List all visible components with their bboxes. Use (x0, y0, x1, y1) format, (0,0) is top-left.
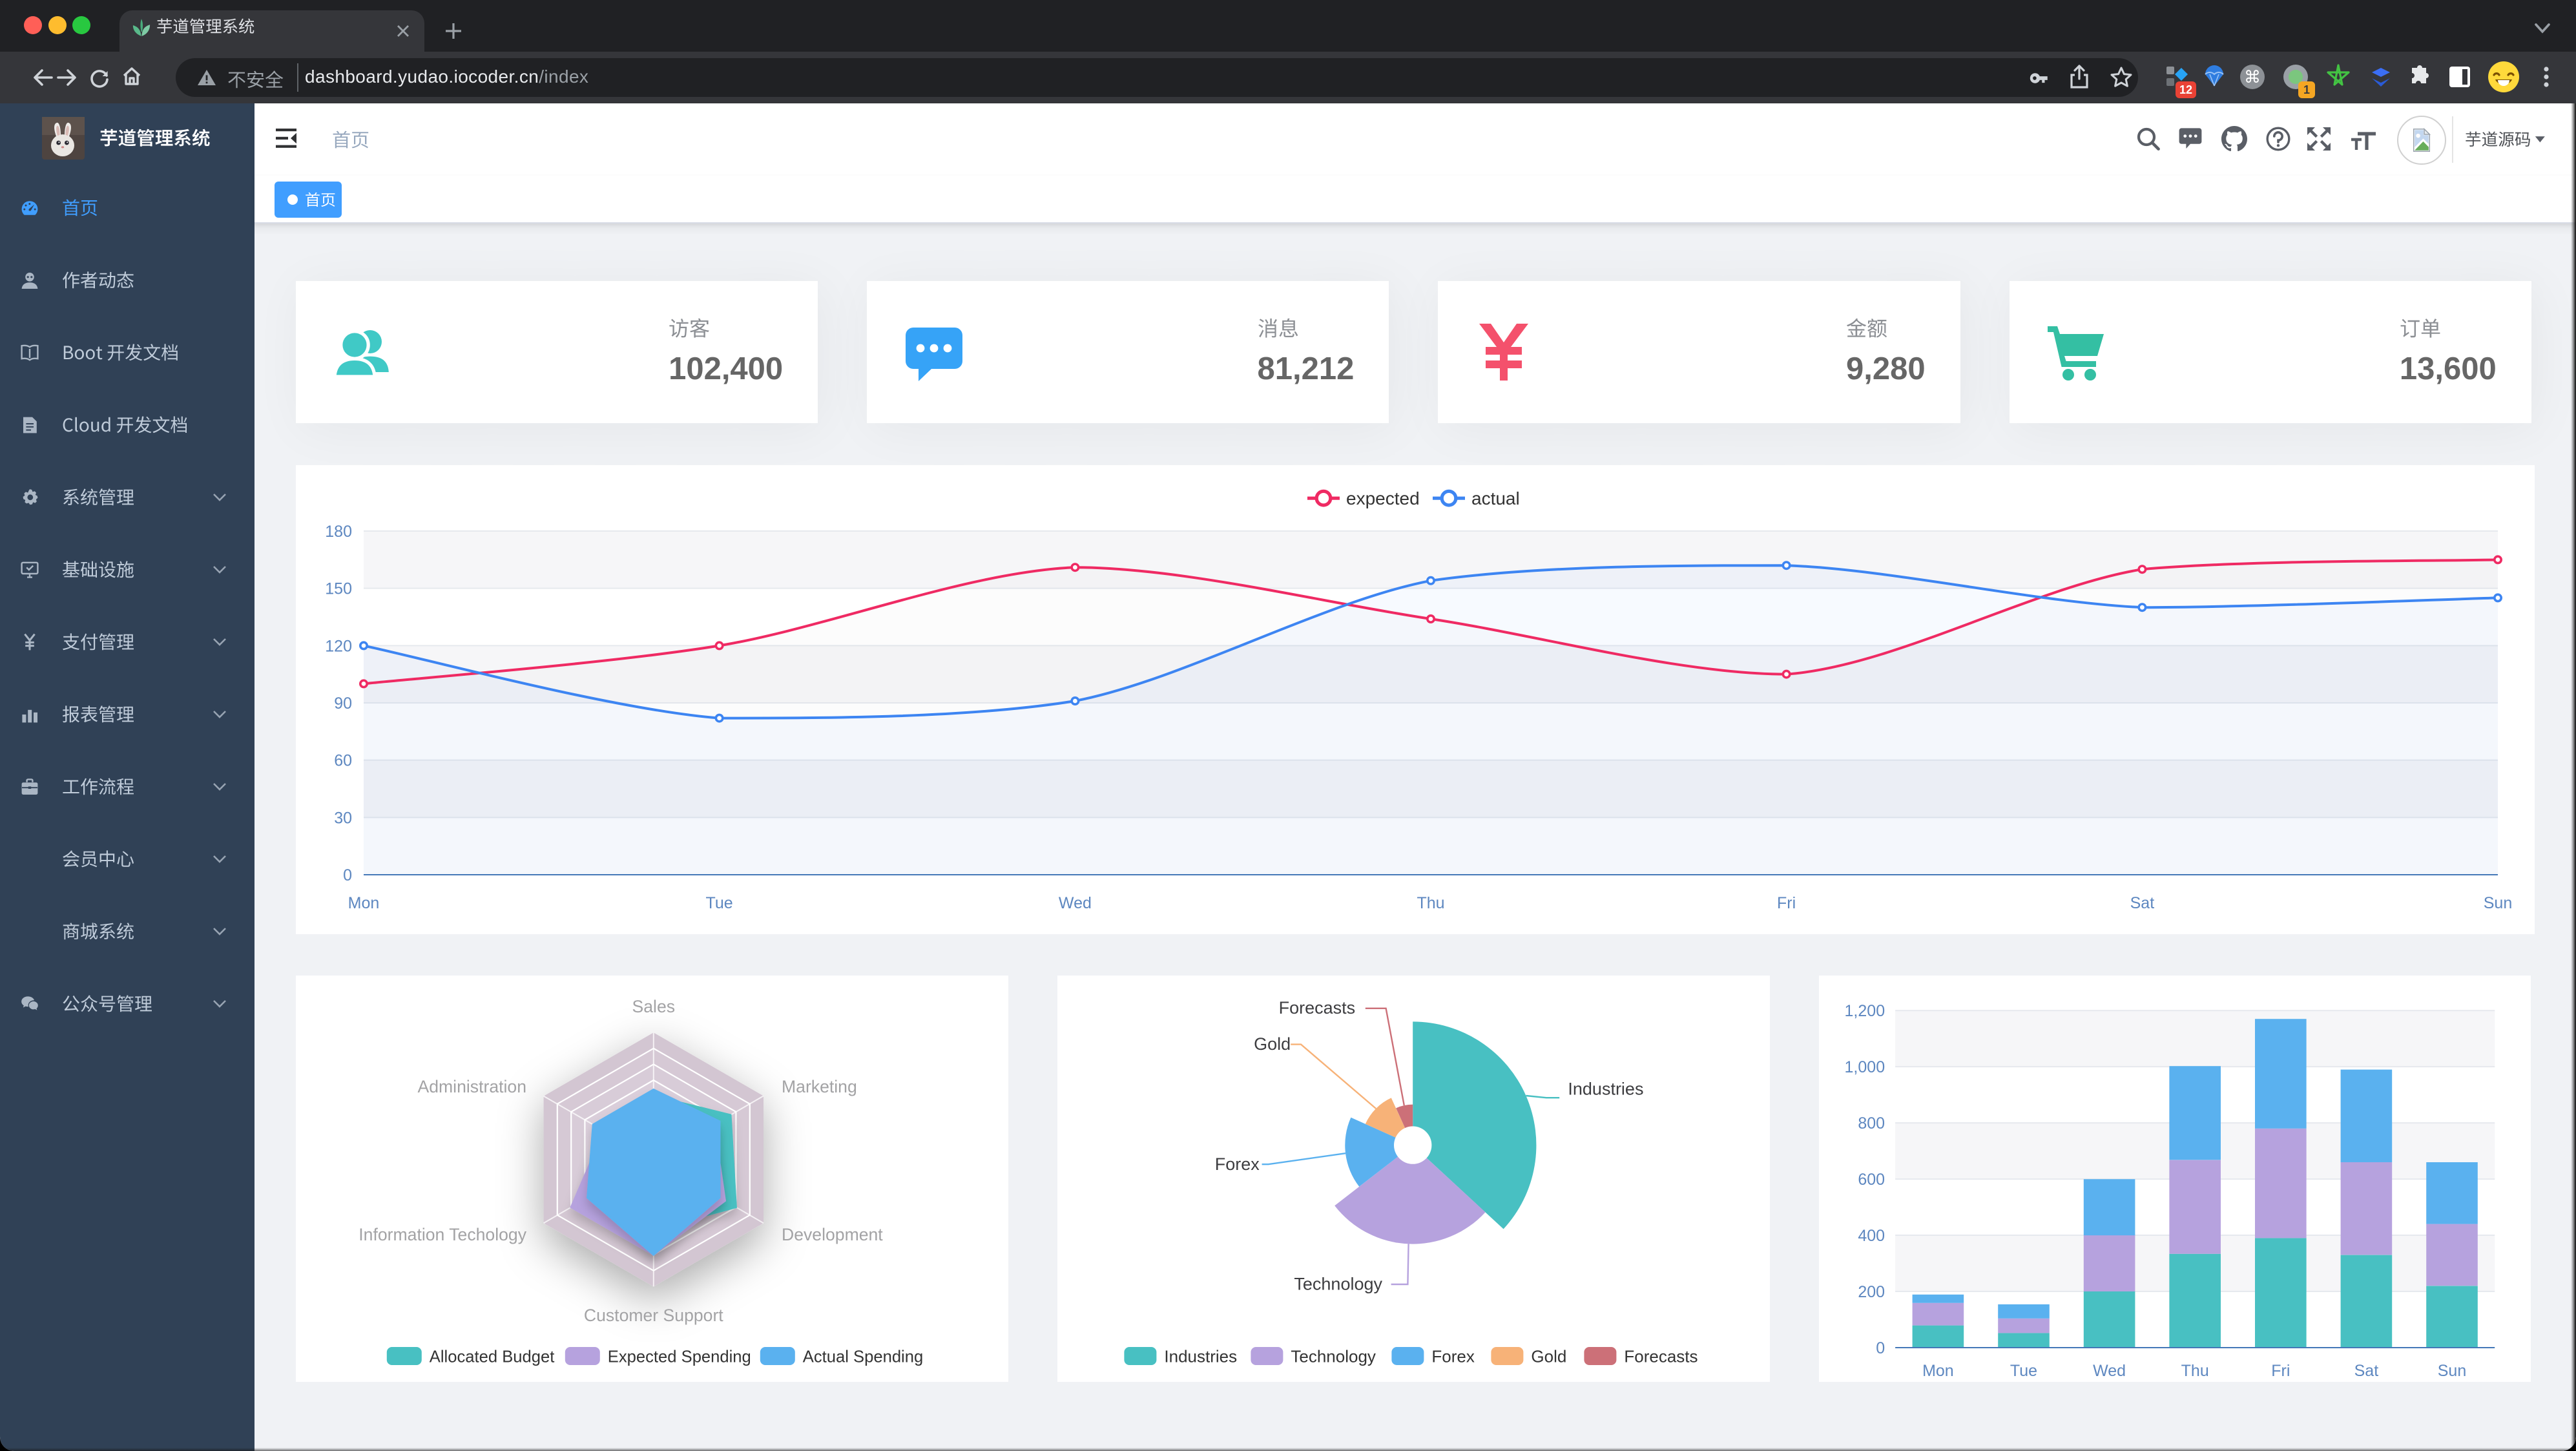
svg-text:Expected Spending: Expected Spending (608, 1348, 751, 1366)
svg-text:Thu: Thu (2181, 1362, 2208, 1380)
svg-text:Tue: Tue (2010, 1362, 2037, 1380)
svg-text:Sat: Sat (2354, 1362, 2378, 1380)
svg-text:expected: expected (1346, 488, 1420, 508)
svg-text:180: 180 (325, 523, 352, 541)
svg-text:800: 800 (1858, 1114, 1885, 1133)
svg-text:1,200: 1,200 (1844, 1002, 1885, 1020)
svg-text:Marketing: Marketing (782, 1077, 857, 1096)
svg-text:Information Techology: Information Techology (358, 1225, 526, 1244)
svg-text:90: 90 (334, 694, 352, 713)
svg-text:Administration: Administration (418, 1077, 527, 1096)
svg-text:Technology: Technology (1291, 1347, 1376, 1366)
svg-text:Fri: Fri (2271, 1362, 2290, 1380)
svg-text:Sales: Sales (632, 997, 676, 1016)
svg-text:Mon: Mon (348, 894, 380, 912)
svg-text:Sat: Sat (2130, 894, 2155, 912)
svg-text:120: 120 (325, 637, 352, 655)
svg-text:Sun: Sun (2437, 1362, 2466, 1380)
svg-text:Wed: Wed (2093, 1362, 2126, 1380)
svg-text:Sun: Sun (2484, 894, 2512, 912)
svg-text:Industries: Industries (1568, 1080, 1643, 1099)
svg-text:Allocated Budget: Allocated Budget (430, 1348, 555, 1366)
svg-text:Industries: Industries (1164, 1347, 1237, 1366)
svg-text:actual: actual (1471, 488, 1520, 508)
svg-text:Tue: Tue (706, 894, 733, 912)
svg-text:Gold: Gold (1254, 1034, 1291, 1054)
svg-text:0: 0 (1876, 1339, 1885, 1357)
svg-text:Mon: Mon (1922, 1362, 1954, 1380)
svg-text:Actual Spending: Actual Spending (803, 1348, 923, 1366)
svg-text:0: 0 (343, 866, 352, 884)
svg-text:Forecasts: Forecasts (1624, 1347, 1698, 1366)
svg-text:Development: Development (782, 1225, 883, 1244)
svg-text:60: 60 (334, 752, 352, 770)
svg-text:Customer Support: Customer Support (584, 1306, 723, 1325)
svg-text:Technology: Technology (1294, 1275, 1382, 1294)
svg-text:Forex: Forex (1215, 1154, 1260, 1174)
svg-text:600: 600 (1858, 1171, 1885, 1189)
svg-text:150: 150 (325, 580, 352, 598)
svg-text:Forecasts: Forecasts (1278, 998, 1355, 1018)
svg-text:30: 30 (334, 809, 352, 827)
svg-text:⌘: ⌘ (2244, 67, 2261, 87)
svg-text:Fri: Fri (1777, 894, 1796, 912)
svg-text:200: 200 (1858, 1283, 1885, 1301)
svg-text:Wed: Wed (1059, 894, 1092, 912)
svg-text:Gold: Gold (1531, 1347, 1566, 1366)
svg-text:1,000: 1,000 (1844, 1058, 1885, 1076)
svg-text:400: 400 (1858, 1227, 1885, 1245)
svg-text:Thu: Thu (1417, 894, 1444, 912)
svg-text:Forex: Forex (1431, 1347, 1474, 1366)
